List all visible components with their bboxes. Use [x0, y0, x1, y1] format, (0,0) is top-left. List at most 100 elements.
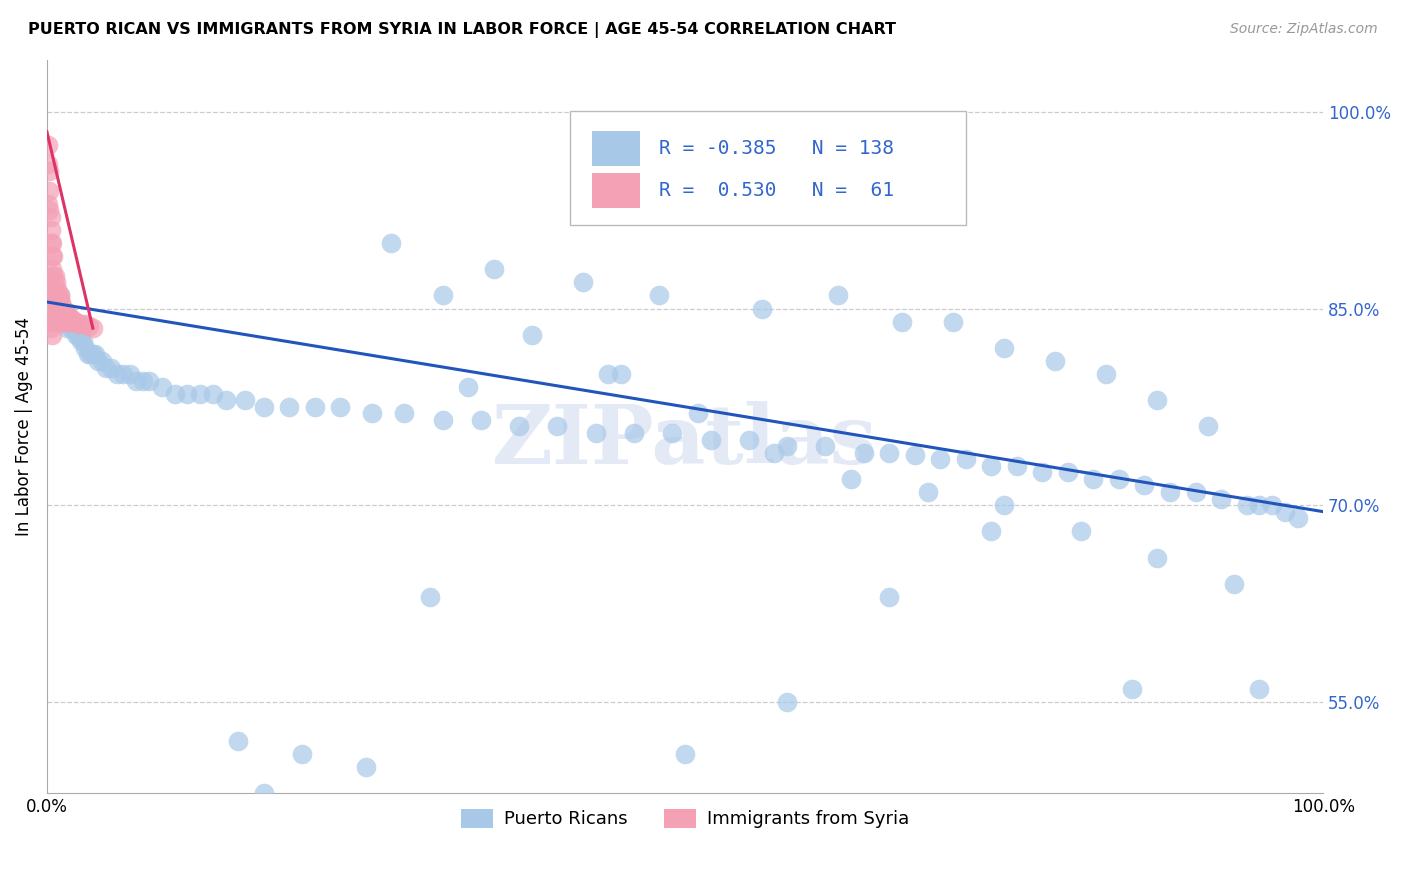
Point	[60, 321, 83, 335]
Point	[125, 374, 148, 388]
Point	[77, 318, 100, 333]
Point	[699, 433, 721, 447]
Point	[48, 315, 70, 329]
Point	[48, 308, 70, 322]
Point	[51, 315, 73, 329]
Point	[48, 288, 70, 302]
Point	[776, 695, 799, 709]
Point	[41, 249, 63, 263]
Text: Source: ZipAtlas.com: Source: ZipAtlas.com	[1230, 22, 1378, 37]
Point	[38, 164, 60, 178]
Point	[52, 301, 75, 316]
Point	[1121, 681, 1143, 696]
Point	[839, 472, 862, 486]
Point	[39, 321, 62, 335]
Bar	[592, 172, 640, 208]
Point	[1043, 354, 1066, 368]
Point	[955, 452, 977, 467]
Point	[891, 315, 914, 329]
Point	[1005, 458, 1028, 473]
Point	[131, 374, 153, 388]
Point	[42, 276, 65, 290]
Point	[48, 288, 70, 302]
Point	[419, 590, 441, 604]
Point	[1108, 472, 1130, 486]
Point	[163, 386, 186, 401]
Point	[59, 315, 82, 329]
Point	[610, 367, 633, 381]
Point	[39, 235, 62, 250]
Point	[432, 413, 454, 427]
Point	[1146, 550, 1168, 565]
Point	[661, 425, 683, 440]
Point	[877, 590, 900, 604]
Point	[1274, 505, 1296, 519]
Point	[546, 419, 568, 434]
Point	[1070, 524, 1092, 539]
Point	[45, 288, 67, 302]
Point	[1159, 485, 1181, 500]
Point	[482, 262, 505, 277]
Point	[42, 288, 65, 302]
Point	[1184, 485, 1206, 500]
Point	[44, 295, 66, 310]
Point	[1249, 498, 1271, 512]
Point	[67, 327, 90, 342]
Point	[48, 288, 70, 302]
Point	[66, 327, 89, 342]
Point	[94, 360, 117, 375]
Point	[48, 301, 70, 316]
Text: R = -0.385   N = 138: R = -0.385 N = 138	[659, 139, 894, 158]
Point	[53, 308, 76, 322]
Point	[87, 354, 110, 368]
Point	[38, 288, 60, 302]
Point	[41, 301, 63, 316]
Point	[751, 301, 773, 316]
Point	[44, 282, 66, 296]
Point	[48, 308, 70, 322]
Point	[51, 301, 73, 316]
Text: ZIPatlas: ZIPatlas	[492, 401, 877, 481]
Point	[52, 315, 75, 329]
Point	[46, 282, 69, 296]
Point	[1083, 472, 1105, 486]
Point	[41, 327, 63, 342]
Point	[1261, 498, 1284, 512]
Point	[648, 288, 671, 302]
Point	[44, 301, 66, 316]
Point	[44, 268, 66, 283]
Point	[55, 315, 77, 329]
Point	[278, 400, 301, 414]
Point	[62, 315, 84, 329]
Point	[44, 288, 66, 302]
Point	[46, 308, 69, 322]
Point	[470, 413, 492, 427]
Point	[55, 308, 77, 322]
Text: R =  0.530   N =  61: R = 0.530 N = 61	[659, 181, 894, 200]
Point	[1197, 419, 1219, 434]
Point	[228, 734, 250, 748]
Point	[432, 288, 454, 302]
Point	[44, 312, 66, 326]
Point	[37, 276, 59, 290]
Point	[63, 321, 86, 335]
Point	[37, 137, 59, 152]
Point	[41, 262, 63, 277]
Point	[763, 445, 786, 459]
Point	[62, 321, 84, 335]
Point	[852, 445, 875, 459]
Point	[380, 235, 402, 250]
Point	[520, 327, 543, 342]
Point	[67, 318, 90, 332]
Point	[51, 315, 73, 329]
Point	[42, 315, 65, 329]
Point	[69, 327, 91, 342]
Point	[75, 341, 97, 355]
Point	[686, 406, 709, 420]
Point	[72, 334, 94, 349]
Point	[38, 268, 60, 283]
Point	[980, 458, 1002, 473]
Point	[233, 393, 256, 408]
Text: PUERTO RICAN VS IMMIGRANTS FROM SYRIA IN LABOR FORCE | AGE 45-54 CORRELATION CHA: PUERTO RICAN VS IMMIGRANTS FROM SYRIA IN…	[28, 22, 896, 38]
Point	[53, 308, 76, 322]
